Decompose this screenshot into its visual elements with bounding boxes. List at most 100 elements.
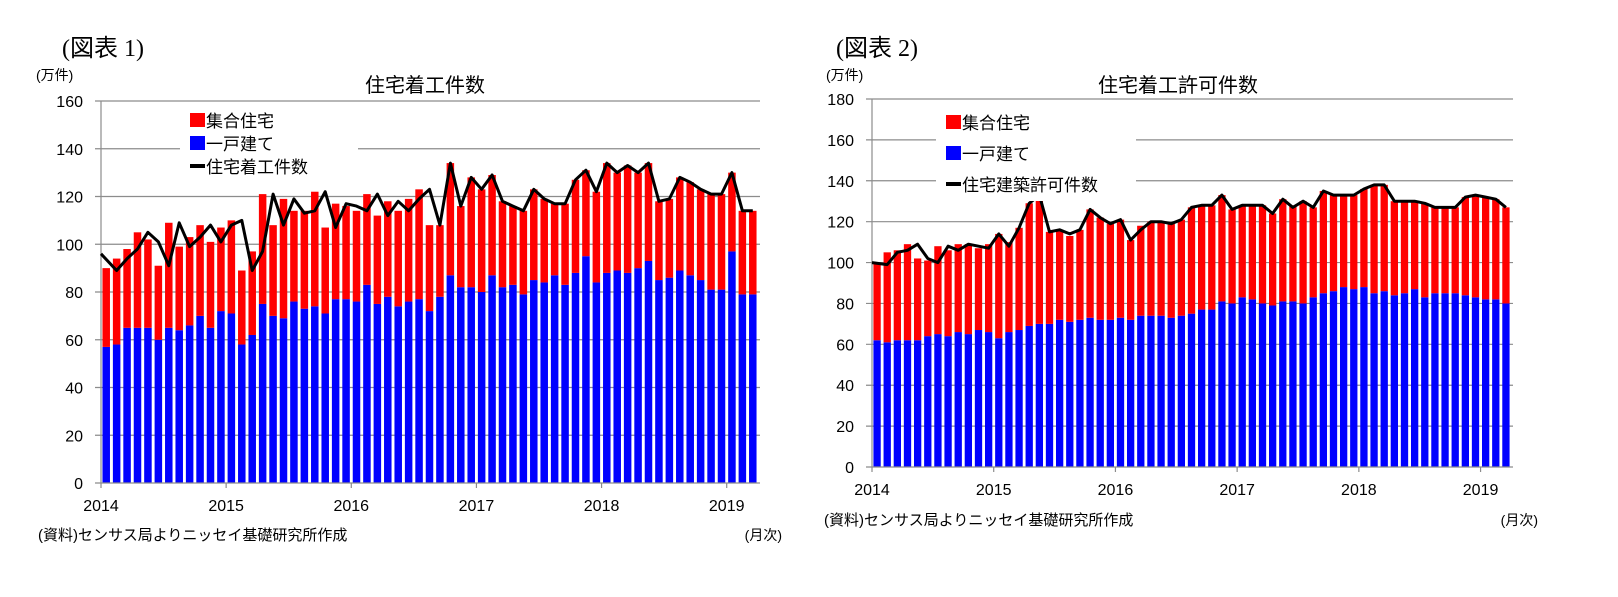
bar-multi-family bbox=[1055, 229, 1064, 320]
bar-single-family bbox=[342, 299, 350, 483]
bar-multi-family bbox=[1126, 240, 1135, 320]
bar-multi-family bbox=[883, 252, 891, 343]
bar-multi-family bbox=[519, 210, 528, 295]
bar-multi-family bbox=[436, 225, 444, 297]
bar-single-family bbox=[331, 299, 340, 483]
bar-multi-family bbox=[1045, 231, 1054, 324]
bar-single-family bbox=[373, 303, 382, 483]
bar-multi-family bbox=[112, 258, 121, 345]
bar-single-family bbox=[165, 327, 173, 483]
bar-single-family bbox=[477, 292, 486, 483]
bar-multi-family bbox=[913, 258, 922, 341]
bar-multi-family bbox=[1492, 199, 1500, 300]
bar-multi-family bbox=[217, 227, 225, 312]
bar-multi-family bbox=[1208, 205, 1216, 310]
legend-swatch-multi-family bbox=[946, 115, 961, 129]
bar-single-family bbox=[1005, 332, 1013, 467]
bar-single-family bbox=[217, 311, 225, 483]
bar-single-family bbox=[1177, 315, 1186, 467]
bar-multi-family bbox=[1116, 219, 1125, 318]
bar-multi-family bbox=[893, 250, 902, 341]
bar-multi-family bbox=[623, 165, 632, 273]
bar-multi-family bbox=[1431, 207, 1439, 294]
bar-single-family bbox=[676, 270, 684, 483]
bar-multi-family bbox=[1218, 195, 1226, 302]
bar-multi-family bbox=[1451, 207, 1459, 294]
y-tick-label: 20 bbox=[836, 419, 854, 436]
bar-multi-family bbox=[1360, 188, 1368, 288]
total-line bbox=[871, 183, 1507, 267]
bar-multi-family bbox=[206, 241, 215, 328]
bar-multi-family bbox=[342, 206, 350, 300]
bar-single-family bbox=[102, 346, 110, 483]
bar-single-family bbox=[196, 315, 204, 483]
y-tick-label: 20 bbox=[65, 428, 83, 445]
bar-multi-family bbox=[1076, 229, 1084, 320]
bar-single-family bbox=[883, 342, 891, 467]
bar-single-family bbox=[112, 344, 121, 483]
y-unit-label: (万件) bbox=[36, 67, 73, 83]
figure-label-2: (図表 2) bbox=[836, 36, 918, 62]
bar-single-family bbox=[1380, 291, 1388, 467]
bar-multi-family bbox=[394, 210, 402, 307]
bar-single-family bbox=[903, 340, 912, 467]
bar-multi-family bbox=[717, 194, 726, 290]
bar-multi-family bbox=[1299, 201, 1307, 304]
bar-multi-family bbox=[373, 215, 382, 304]
chart-title: 住宅着工件数 bbox=[365, 74, 485, 97]
bar-multi-family bbox=[227, 220, 236, 314]
bar-multi-family bbox=[311, 191, 319, 307]
bar-multi-family bbox=[1421, 203, 1429, 298]
bar-multi-family bbox=[1461, 197, 1470, 296]
bar-single-family bbox=[934, 334, 942, 467]
bar-multi-family bbox=[1228, 209, 1236, 304]
bar-single-family bbox=[954, 332, 962, 467]
chart-title: 住宅着工許可件数 bbox=[1098, 74, 1258, 97]
bar-single-family bbox=[634, 268, 642, 483]
bar-single-family bbox=[248, 334, 256, 483]
bar-single-family bbox=[144, 327, 152, 483]
bar-single-family bbox=[1360, 287, 1368, 467]
bar-multi-family bbox=[1005, 242, 1013, 333]
y-tick-label: 60 bbox=[65, 333, 83, 350]
bar-single-family bbox=[686, 275, 694, 483]
bar-single-family bbox=[623, 272, 632, 483]
bar-multi-family bbox=[592, 191, 601, 283]
bar-multi-family bbox=[509, 206, 517, 285]
bar-multi-family bbox=[133, 232, 142, 328]
housing-starts-chart: 住宅着工件数 (万件) 0 20 40 60 80 100 120 140 160 2014 2015 2… bbox=[36, 67, 782, 544]
bar-single-family bbox=[1370, 293, 1378, 467]
bar-single-family bbox=[913, 340, 922, 467]
bar-single-family bbox=[717, 289, 726, 483]
bar-multi-family bbox=[1177, 219, 1186, 316]
bar-single-family bbox=[1157, 315, 1165, 467]
bar-multi-family bbox=[686, 182, 694, 276]
bar-multi-family bbox=[1279, 199, 1287, 302]
bar-multi-family bbox=[728, 172, 736, 252]
legend-swatch-single-family bbox=[190, 136, 205, 150]
bar-single-family bbox=[1238, 297, 1246, 467]
bar-single-family bbox=[582, 256, 590, 483]
bar-multi-family bbox=[1319, 191, 1328, 294]
bar-single-family bbox=[873, 340, 881, 467]
bar-single-family bbox=[488, 275, 496, 483]
bar-single-family bbox=[1187, 313, 1196, 467]
y-tick-label: 40 bbox=[65, 381, 83, 398]
bar-multi-family bbox=[1147, 221, 1155, 316]
bar-multi-family bbox=[196, 225, 204, 316]
x-tick-label: 2018 bbox=[584, 498, 620, 515]
bar-multi-family bbox=[676, 177, 684, 271]
bar-single-family bbox=[1421, 297, 1429, 467]
bar-single-family bbox=[995, 338, 1003, 467]
bar-single-family bbox=[1451, 293, 1459, 467]
bar-multi-family bbox=[352, 210, 361, 302]
bar-single-family bbox=[300, 308, 309, 483]
y-tick-label: 160 bbox=[827, 133, 854, 150]
bar-multi-family bbox=[1400, 201, 1409, 294]
bar-multi-family bbox=[1157, 221, 1165, 316]
y-tick-label: 120 bbox=[56, 190, 83, 207]
y-tick-label: 80 bbox=[836, 296, 854, 313]
bar-single-family bbox=[644, 260, 653, 483]
y-tick-label: 60 bbox=[836, 337, 854, 354]
bar-single-family bbox=[519, 294, 528, 483]
